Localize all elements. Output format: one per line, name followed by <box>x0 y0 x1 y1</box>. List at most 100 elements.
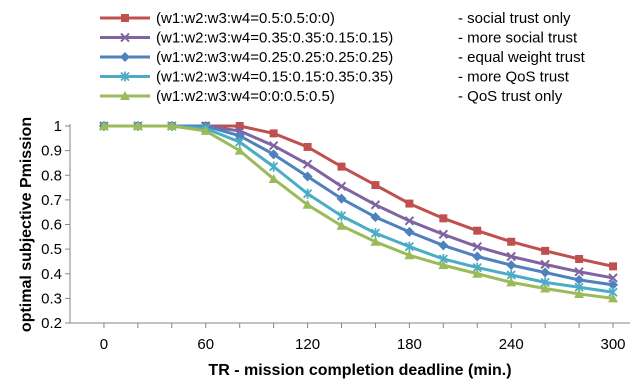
data-point <box>404 241 415 252</box>
data-point <box>337 162 346 171</box>
data-point <box>404 216 415 226</box>
y-tick-label: 0.6 <box>41 217 62 234</box>
x-axis-title: TR - mission completion deadline (min.) <box>208 362 511 379</box>
y-tick-label: 0.5 <box>41 241 62 258</box>
legend-entry: (w1:w2:w3:w4=0.25:0.25:0.25:0.25) - equal… <box>100 49 586 66</box>
legend-description: - QoS trust only <box>458 88 563 105</box>
series-5 <box>98 121 619 303</box>
legend-entry: (w1:w2:w3:w4=0.15:0.15:0.35:0.35) - more … <box>100 69 570 86</box>
y-tick-label: 1 <box>54 118 62 135</box>
data-point <box>268 173 279 183</box>
data-point <box>609 262 618 271</box>
data-point <box>235 122 244 130</box>
y-tick-label: 0.2 <box>41 315 62 332</box>
data-point <box>200 125 211 135</box>
legend-description: - more social trust <box>458 30 578 47</box>
legend-label: (w1:w2:w3:w4=0:0:0.5:0.5) <box>156 88 335 105</box>
data-point <box>120 32 130 43</box>
legend-label: (w1:w2:w3:w4=0.35:0.35:0.15:0.15) <box>156 30 393 47</box>
data-point <box>98 121 109 130</box>
data-point <box>506 260 517 271</box>
x-tick-label: 300 <box>601 336 626 353</box>
data-point <box>302 199 313 209</box>
data-point <box>506 251 516 262</box>
axes: 0.2 0.3 0.4 0.5 0.6 0.7 0.8 0.9 1 0 60 120 180 240 300 <box>41 118 630 353</box>
data-point <box>132 121 143 130</box>
series-line <box>103 124 614 280</box>
x-tick-label: 180 <box>397 336 422 353</box>
data-point <box>371 181 380 190</box>
data-point <box>473 226 482 235</box>
data-point <box>166 121 177 130</box>
x-tick-label: 120 <box>295 336 320 353</box>
legend-label: (w1:w2:w3:w4=0.5:0.5:0:0) <box>156 10 335 27</box>
data-point <box>336 210 347 221</box>
data-point <box>268 140 279 151</box>
x-tick-label: 60 <box>197 336 214 353</box>
data-point <box>120 52 130 62</box>
data-point <box>574 267 584 277</box>
series-2 <box>99 121 618 283</box>
data-point <box>121 14 129 22</box>
legend-entry: (w1:w2:w3:w4=0.5:0.5:0:0) - social trust … <box>100 10 571 27</box>
data-point <box>404 226 415 237</box>
x-tick-label: 0 <box>100 336 108 353</box>
legend-label: (w1:w2:w3:w4=0.15:0.15:0.35:0.35) <box>156 69 393 86</box>
data-point <box>439 214 448 223</box>
data-point <box>438 260 449 270</box>
data-point <box>574 288 585 298</box>
data-point <box>540 259 550 270</box>
data-point <box>472 268 483 278</box>
data-point <box>234 145 245 155</box>
data-point <box>235 137 245 148</box>
data-point <box>575 254 584 263</box>
data-point <box>302 159 313 169</box>
data-point <box>472 251 483 262</box>
data-point <box>336 181 347 192</box>
legend-label: (w1:w2:w3:w4=0.25:0.25:0.25:0.25) <box>156 49 393 66</box>
data-point <box>540 283 551 293</box>
data-point <box>302 188 313 199</box>
data-point <box>336 220 347 230</box>
data-point <box>268 161 279 172</box>
y-tick-label: 0.3 <box>41 290 62 307</box>
data-point <box>574 274 585 285</box>
data-point <box>608 293 619 303</box>
data-point <box>120 91 130 100</box>
data-point <box>438 229 449 240</box>
data-point <box>302 171 313 182</box>
legend-entry: (w1:w2:w3:w4=0:0:0.5:0.5) - QoS trust onl… <box>100 88 563 105</box>
data-point <box>269 129 278 138</box>
data-point <box>370 200 381 210</box>
data-point <box>608 279 619 290</box>
data-point <box>268 149 279 160</box>
series-line <box>103 124 614 300</box>
legend-description: - social trust only <box>458 10 571 27</box>
data-point <box>370 228 381 239</box>
data-point <box>506 277 517 287</box>
legend-description: - more QoS trust <box>458 69 570 86</box>
data-point <box>507 237 516 246</box>
data-point <box>370 236 381 246</box>
data-point <box>608 273 618 283</box>
data-point <box>405 199 414 208</box>
legend-description: - equal weight trust <box>458 49 586 66</box>
series-layer <box>98 121 619 303</box>
data-point <box>120 71 130 82</box>
data-point <box>370 212 381 223</box>
x-tick-label: 240 <box>499 336 524 353</box>
legend-entry: (w1:w2:w3:w4=0.35:0.35:0.15:0.15) - more … <box>100 30 578 47</box>
y-tick-label: 0.9 <box>41 143 62 160</box>
data-point <box>404 250 415 260</box>
data-point <box>303 142 312 151</box>
data-point <box>540 267 551 278</box>
y-tick-label: 0.8 <box>41 167 62 184</box>
y-tick-label: 0.7 <box>41 192 62 209</box>
y-axis-title: optimal subjective Pmission <box>18 117 35 332</box>
data-point <box>541 246 550 255</box>
y-tick-label: 0.4 <box>41 266 62 283</box>
data-point <box>336 193 347 204</box>
legend: (w1:w2:w3:w4=0.5:0.5:0:0) - social trust … <box>100 10 586 105</box>
data-point <box>472 241 482 252</box>
